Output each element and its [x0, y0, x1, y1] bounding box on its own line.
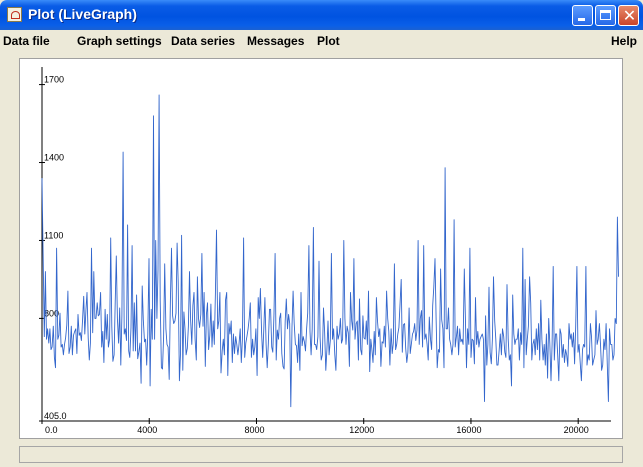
x-tick-label: 16000: [456, 425, 481, 435]
y-tick-label: 1700: [44, 75, 64, 85]
y-tick-label: 1100: [44, 230, 63, 240]
title-bar[interactable]: Plot (LiveGraph) ✕: [0, 0, 643, 30]
line-chart: 405.0 800 1100 1400 1700 0.0 4000 8000 12000 1600…: [39, 67, 619, 435]
x-tick-label: 0.0: [45, 425, 58, 435]
java-app-icon: [7, 7, 22, 22]
y-tick-label: 800: [44, 308, 59, 318]
menu-bar: Data file Graph settings Data series Mes…: [0, 30, 643, 52]
status-bar: [19, 446, 623, 463]
window-title: Plot (LiveGraph): [28, 6, 137, 22]
close-icon: ✕: [622, 6, 637, 25]
y-tick-label: 405.0: [44, 411, 67, 421]
menu-plot[interactable]: Plot: [317, 34, 340, 48]
x-tick-label: 20000: [564, 425, 589, 435]
menu-graph-settings[interactable]: Graph settings: [77, 34, 162, 48]
x-tick-label: 12000: [349, 425, 374, 435]
maximize-icon: [600, 10, 611, 20]
menu-data-series[interactable]: Data series: [171, 34, 236, 48]
close-button[interactable]: ✕: [618, 5, 639, 26]
x-tick-label: 8000: [244, 425, 264, 435]
minimize-button[interactable]: [572, 5, 593, 26]
x-tick-label: 4000: [137, 425, 157, 435]
maximize-button[interactable]: [595, 5, 616, 26]
menu-help[interactable]: Help: [611, 34, 638, 48]
minimize-icon: [578, 18, 585, 21]
menu-data-file[interactable]: Data file: [3, 34, 50, 48]
y-tick-label: 1400: [44, 153, 64, 163]
plot-area[interactable]: 405.0 800 1100 1400 1700 0.0 4000 8000 12000 1600…: [19, 58, 623, 439]
series-line: [41, 94, 619, 408]
menu-messages[interactable]: Messages: [247, 34, 305, 48]
